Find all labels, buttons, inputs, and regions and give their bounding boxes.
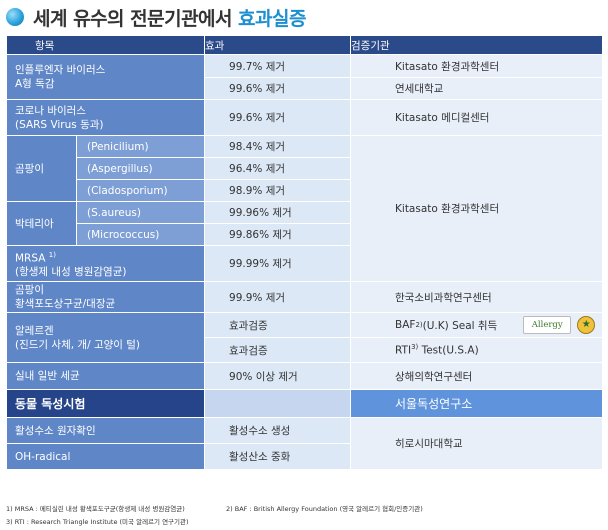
rti-suffix: Test(U.S.A) — [418, 344, 479, 357]
subcat-cell: (Aspergillus) — [75, 157, 206, 180]
header-item: 항목 — [5, 35, 206, 55]
footnote-ref: 2) — [415, 321, 423, 329]
effect-cell-empty — [204, 389, 352, 418]
footnote-2: 2) BAF : British Allergy Foundation (영국 … — [226, 505, 423, 513]
title-accent: 효과실증 — [238, 7, 306, 30]
baf-suffix: (U.K) Seal 취득 — [422, 319, 498, 332]
cat-label: MRSA 1) — [15, 248, 204, 266]
subcat-cell: (S.aureus) — [75, 201, 206, 224]
table-row: (Aspergillus) 96.4% 제거 — [7, 157, 603, 180]
effect-cell: 99.6% 제거 — [204, 77, 352, 100]
mrsa-label: MRSA — [15, 252, 46, 265]
cat-allergen: 알레르겐 (진드기 사체, 개/ 고양이 털) — [5, 312, 206, 363]
baf-label: BAF — [395, 319, 416, 331]
rti-label: RTI — [395, 344, 412, 357]
footnote-ref: 1) — [48, 250, 56, 259]
effect-cell: 효과검증 — [204, 337, 352, 363]
cat-mrsa: MRSA 1) (항생제 내성 병원감염균) — [5, 245, 206, 282]
table-row: 99.6% 제거 연세대학교 — [7, 77, 604, 100]
footnote-ref: 3) — [411, 343, 419, 352]
org-cell: BAF 2) (U.K) Seal 취득 Allergy ★ — [350, 312, 604, 338]
seal-badge-icon: ★ — [577, 316, 596, 334]
org-cell: Kitasato 메디컬센터 — [350, 99, 604, 136]
org-cell: 한국소비과학연구센터 — [350, 281, 604, 313]
verification-table: 항목 효과 검증기관 인플루엔자 바이러스 A형 독감 99.7% 제거 Kit… — [5, 35, 604, 470]
effect-cell: 96.4% 제거 — [204, 157, 352, 180]
table-row: 인플루엔자 바이러스 A형 독감 99.7% 제거 Kitasato 환경과학센… — [5, 54, 604, 100]
allergy-logo-icon: Allergy — [523, 316, 572, 334]
cat-sub-label: A형 독감 — [15, 78, 55, 90]
org-cell: Kitasato 환경과학센터 — [350, 54, 604, 78]
table-row: 동물 독성시험 서울독성연구소 — [5, 389, 604, 418]
org-cell-group: Kitasato 환경과학센터 — [350, 135, 604, 282]
effect-cell: 90% 이상 제거 — [204, 362, 352, 390]
cat-sub-label: 황색포도상구균/대장균 — [15, 298, 116, 310]
cat-mold: 곰팡이 — [6, 135, 77, 202]
cat-sub-label: (항생제 내성 병원감염균) — [15, 266, 127, 279]
cat-label: 곰팡이 — [15, 284, 44, 296]
cat-indoor: 실내 일반 세균 — [5, 362, 206, 390]
effect-cell: 99.9% 제거 — [204, 281, 352, 313]
title-main: 세계 유수의 전문기관에서 — [33, 7, 233, 30]
cat-oh-radical: OH-radical — [5, 443, 206, 470]
footnote-1: 1) MRSA : 메티실린 내성 황색포도구균(항생제 내성 병원감염균) — [6, 505, 185, 513]
effect-cell: 99.86% 제거 — [204, 223, 352, 246]
table-row: MRSA 1) (항생제 내성 병원감염균) 99.99% 제거 — [5, 245, 603, 282]
effect-cell: 98.4% 제거 — [204, 135, 352, 158]
table-row: 곰팡이 황색포도상구균/대장균 99.9% 제거 한국소비과학연구센터 — [5, 281, 604, 313]
org-cell: 상해의학연구센터 — [350, 362, 604, 390]
baf-row: BAF 2) (U.K) Seal 취득 Allergy ★ — [395, 316, 602, 334]
cat-label: 인플루엔자 바이러스 — [15, 64, 106, 76]
cat-active-hydrogen: 활성수소 원자확인 — [5, 417, 206, 444]
cat-influenza: 인플루엔자 바이러스 A형 독감 — [5, 54, 206, 100]
cat-corona: 코로나 바이러스 (SARS Virus 동과) — [5, 99, 206, 136]
org-cell: 서울독성연구소 — [350, 389, 604, 418]
effect-cell: 99.7% 제거 — [204, 54, 352, 78]
cat-bacteria: 박테리아 — [6, 201, 77, 246]
subcat-cell: (Penicilium) — [75, 135, 206, 158]
header-org: 검증기관 — [350, 35, 604, 55]
subcat-cell: (Micrococcus) — [75, 223, 206, 246]
subcat-cell: (Cladosporium) — [75, 179, 206, 202]
cat-sub-label: (진드기 사체, 개/ 고양이 털) — [15, 338, 141, 351]
org-cell: 연세대학교 — [350, 77, 604, 100]
bullet-circle-icon — [6, 8, 24, 26]
effect-cell: 99.99% 제거 — [204, 245, 352, 282]
effect-cell: 효과검증 — [204, 312, 352, 338]
cat-label: 코로나 바이러스 — [15, 104, 86, 117]
table-row: OH-radical 활성산소 중화 — [5, 443, 603, 470]
table-row: 박테리아 (S.aureus) 99.96% 제거 — [6, 201, 603, 246]
cat-animal-toxicity: 동물 독성시험 — [5, 389, 206, 418]
table-row: (Cladosporium) 98.9% 제거 — [7, 179, 603, 202]
effect-cell: 활성산소 중화 — [204, 443, 352, 470]
effect-cell: 활성수소 생성 — [204, 417, 352, 444]
cat-label: 알레르겐 — [15, 324, 54, 337]
table-row: 곰팡이 (Penicilium) 98.4% 제거 Kitasato 환경과학센… — [6, 135, 604, 282]
footnote-3: 3) RTI : Research Triangle Institute (미국… — [6, 518, 189, 526]
cat-mold2: 곰팡이 황색포도상구균/대장균 — [5, 281, 206, 313]
effect-cell: 99.6% 제거 — [204, 99, 352, 136]
table-row: 실내 일반 세균 90% 이상 제거 상해의학연구센터 — [5, 362, 604, 390]
table-row: 효과검증 RTI3) Test(U.S.A) — [7, 337, 604, 363]
effect-cell: 99.96% 제거 — [204, 201, 352, 224]
table-row: 코로나 바이러스 (SARS Virus 동과) 99.6% 제거 Kitasa… — [5, 99, 604, 136]
cat-sub-label: (SARS Virus 동과) — [15, 118, 104, 131]
effect-cell: 98.9% 제거 — [204, 179, 352, 202]
table-row: 활성수소 원자확인 활성수소 생성 히로시마대학교 — [5, 417, 604, 470]
org-cell: 히로시마대학교 — [350, 417, 604, 470]
table-header: 항목 효과 검증기관 — [5, 35, 604, 55]
table-row: (Micrococcus) 99.86% 제거 — [7, 223, 603, 246]
page-title: 세계 유수의 전문기관에서 효과실증 — [6, 4, 306, 30]
table-row: 알레르겐 (진드기 사체, 개/ 고양이 털) 효과검증 BAF 2) (U.K)… — [5, 312, 604, 363]
org-cell: RTI3) Test(U.S.A) — [350, 337, 604, 363]
header-effect: 효과 — [204, 35, 352, 55]
allergy-logo-text: Allergy — [531, 320, 563, 330]
